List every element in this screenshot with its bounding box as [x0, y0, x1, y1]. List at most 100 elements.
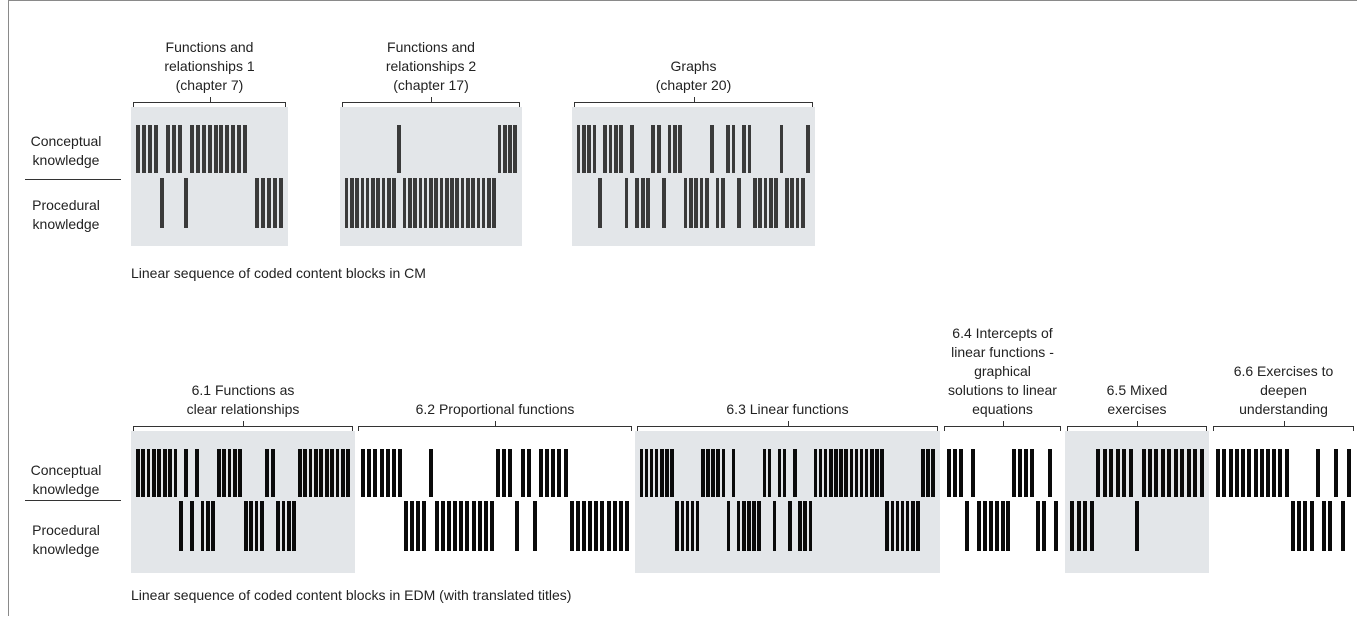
- edm-group-1-conceptual-block: [222, 449, 226, 497]
- edm-group-6-conceptual-block: [1265, 449, 1270, 497]
- edm-group-6-procedural-block: [1322, 501, 1326, 551]
- cm-group-3-procedural-block: [688, 178, 693, 228]
- edm-group-2-procedural-block: [514, 501, 519, 551]
- cm-group-3-procedural-block: [640, 178, 645, 228]
- edm-label-divider: [25, 500, 121, 501]
- cm-group-3-conceptual-block: [587, 125, 592, 173]
- edm-group-4-bracket-tick: [1003, 421, 1004, 426]
- edm-group-1-conceptual-block: [319, 449, 324, 497]
- cm-group-3-conceptual-block: [582, 125, 586, 173]
- edm-group-3-conceptual-block: [921, 449, 925, 497]
- cm-group-2-procedural-block: [434, 178, 439, 228]
- cm-group-1-procedural-block: [273, 178, 278, 228]
- edm-group-1-procedural-block: [292, 501, 297, 551]
- edm-group-4-title: 6.4 Intercepts of linear functions - graph…: [948, 325, 1057, 417]
- edm-group-2-procedural-block: [624, 501, 629, 551]
- edm-group-3-procedural-block: [798, 501, 802, 551]
- edm-group-4-conceptual-block: [1030, 449, 1035, 497]
- edm-group-2-conceptual-block: [367, 449, 372, 497]
- cm-group-2-procedural-block: [360, 178, 365, 228]
- cm-group-3-procedural-block: [801, 178, 805, 228]
- edm-group-1-title: 6.1 Functions as clear relationships: [186, 382, 300, 417]
- edm-group-5-conceptual-block: [1141, 449, 1146, 497]
- edm-group-2-procedural-block: [606, 501, 611, 551]
- cm-group-2-procedural-block: [381, 178, 386, 228]
- edm-group-5-conceptual-block: [1154, 449, 1159, 497]
- edm-group-5-conceptual-block: [1186, 449, 1191, 497]
- edm-group-3-conceptual-block: [926, 449, 930, 497]
- cm-group-2-procedural-block: [413, 178, 417, 228]
- edm-group-2-conceptual-block: [545, 449, 550, 497]
- cm-group-1-conceptual-block: [136, 125, 140, 173]
- edm-group-1-procedural-block: [276, 501, 280, 551]
- cm-group-3-procedural-block: [763, 178, 768, 228]
- edm-group-1-conceptual-block: [265, 449, 270, 497]
- edm-group-6-procedural-block: [1309, 501, 1314, 551]
- edm-group-6-conceptual-block: [1222, 449, 1227, 497]
- cm-label-divider: [25, 179, 121, 180]
- edm-group-5-conceptual-block: [1096, 449, 1101, 497]
- edm-group-1-procedural-block: [205, 501, 210, 551]
- cm-group-3-conceptual-block: [726, 125, 730, 173]
- edm-group-5-conceptual-block: [1128, 449, 1133, 497]
- edm-group-6-conceptual-block: [1315, 449, 1320, 497]
- cm-group-3-conceptual-block: [806, 125, 811, 173]
- edm-group-6-conceptual-block: [1346, 449, 1351, 497]
- edm-group-3-conceptual-block: [854, 449, 859, 497]
- cm-group-1-conceptual-block: [189, 125, 194, 173]
- cm-group-3-bracket: [574, 102, 813, 107]
- cm-group-3-conceptual-block: [747, 125, 752, 173]
- edm-group-3-conceptual-block: [716, 449, 720, 497]
- cm-group-1-title: Functions and relationships 1 (chapter 7): [164, 39, 255, 93]
- edm-group-2-conceptual-block: [557, 449, 562, 497]
- cm-group-1-conceptual-block: [165, 125, 170, 173]
- edm-group-2-procedural-block: [594, 501, 599, 551]
- edm-group-2-procedural-block: [410, 501, 415, 551]
- edm-group-3-conceptual-block: [639, 449, 644, 497]
- edm-group-3-procedural-block: [905, 501, 910, 551]
- edm-group-2-conceptual-block: [397, 449, 402, 497]
- cm-group-1-conceptual-block: [213, 125, 218, 173]
- cm-group-1-procedural-block: [159, 178, 164, 228]
- cm-group-2-procedural-block: [476, 178, 481, 228]
- cm-group-2-bracket-tick: [431, 97, 432, 102]
- edm-group-3-procedural-block: [757, 501, 761, 551]
- edm-group-3-conceptual-block: [711, 449, 715, 497]
- edm-group-5-conceptual-block: [1109, 449, 1114, 497]
- edm-group-2-procedural-block: [575, 501, 580, 551]
- cm-group-3-conceptual-block: [678, 125, 682, 173]
- edm-group-1-procedural-block: [200, 501, 205, 551]
- edm-group-3-procedural-block: [911, 501, 915, 551]
- edm-group-1-conceptual-block: [162, 449, 167, 497]
- edm-group-3-conceptual-block: [706, 449, 710, 497]
- edm-group-6-conceptual-block: [1234, 449, 1239, 497]
- edm-group-6-conceptual-block: [1272, 449, 1277, 497]
- edm-group-6-bracket: [1213, 426, 1354, 431]
- edm-group-2-procedural-block: [422, 501, 427, 551]
- cm-group-2-procedural-block: [344, 178, 349, 228]
- edm-group-2-procedural-block: [416, 501, 421, 551]
- edm-group-3-conceptual-block: [782, 449, 787, 497]
- cm-group-2-procedural-block: [365, 178, 370, 228]
- edm-group-5-bracket: [1067, 426, 1207, 431]
- edm-group-3-procedural-block: [752, 501, 756, 551]
- edm-group-5-conceptual-block: [1102, 449, 1107, 497]
- cm-group-3-title: Graphs (chapter 20): [655, 58, 732, 93]
- edm-group-2-conceptual-block: [379, 449, 384, 497]
- cm-group-2-procedural-block: [423, 178, 428, 228]
- edm-group-6-conceptual-block: [1334, 449, 1339, 497]
- edm-group-1-conceptual-block: [173, 449, 178, 497]
- edm-group-4-procedural-block: [1006, 501, 1011, 551]
- cm-group-2-procedural-block: [386, 178, 391, 228]
- cm-group-1-bracket-tick: [210, 97, 211, 102]
- cm-group-3-conceptual-block: [731, 125, 736, 173]
- edm-group-5-conceptual-block: [1160, 449, 1165, 497]
- edm-group-1-procedural-block: [178, 501, 183, 551]
- cm-conceptual-label: Conceptual knowledge: [30, 133, 102, 168]
- cm-group-3-conceptual-block: [614, 125, 618, 173]
- edm-group-1-conceptual-block: [238, 449, 243, 497]
- edm-group-1-conceptual-block: [157, 449, 162, 497]
- edm-group-2-procedural-block: [477, 501, 482, 551]
- edm-group-3-title: 6.3 Linear functions: [726, 401, 849, 417]
- cm-group-1-conceptual-block: [147, 125, 152, 173]
